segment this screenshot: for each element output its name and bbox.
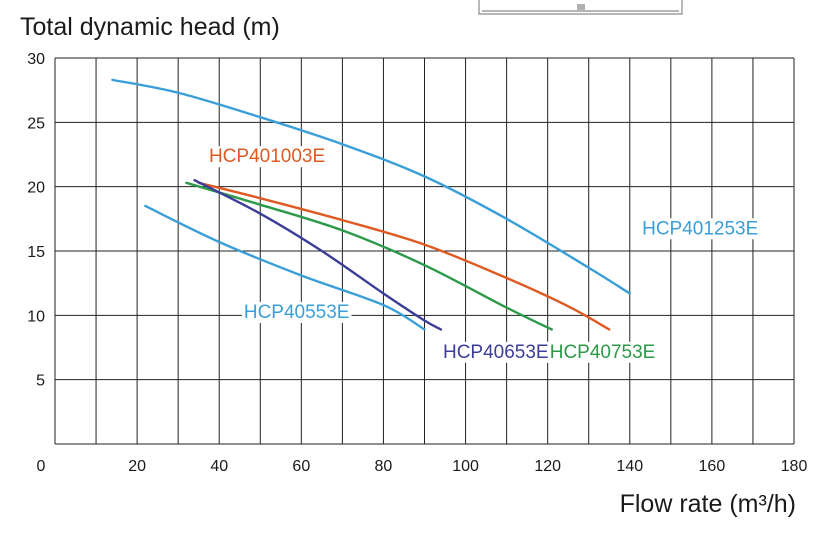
x-tick-label: 120 xyxy=(534,458,561,475)
grid xyxy=(54,57,795,445)
x-tick-label: 60 xyxy=(292,458,310,475)
cropped-graphic-decoration xyxy=(478,0,683,15)
series-label-text: HCP401003E xyxy=(209,146,325,167)
series-label-hcp401253e: HCP401253E xyxy=(640,218,761,240)
y-tick-label: 30 xyxy=(27,51,45,68)
cropped-graphic-mark xyxy=(577,4,585,10)
y-tick-label: 25 xyxy=(27,115,45,132)
y-tick-label: 5 xyxy=(36,373,45,390)
series-label-text: HCP401253E xyxy=(642,218,758,239)
x-tick-label: 20 xyxy=(128,458,146,475)
series-label-hcp40653e: HCP40653E xyxy=(440,341,551,363)
x-tick-label: 180 xyxy=(781,458,808,475)
series-label-text: HCP40653E xyxy=(443,342,549,363)
series-label-hcp40753e: HCP40753E xyxy=(547,341,658,363)
y-tick-label: 10 xyxy=(27,308,45,325)
x-tick-label: 80 xyxy=(375,458,393,475)
series-label-text: HCP40553E xyxy=(244,302,350,323)
x-axis-title: Flow rate (m³/h) xyxy=(620,490,796,518)
y-tick-label: 20 xyxy=(27,180,45,197)
x-tick-label: 100 xyxy=(452,458,479,475)
series-label-backing xyxy=(241,301,352,323)
series-label-backing xyxy=(547,341,658,363)
series-label-backing xyxy=(440,341,551,363)
tick-labels: 0 20 40 60 80 100 120 140 160 180 5 10 15 20 25 30 xyxy=(27,51,807,475)
x-tick-label: 160 xyxy=(699,458,726,475)
x-tick-label: 40 xyxy=(210,458,228,475)
x-tick-label: 0 xyxy=(37,458,46,475)
series-line-hcp401003e xyxy=(197,181,611,331)
series-label-backing xyxy=(206,146,328,168)
y-axis-title: Total dynamic head (m) xyxy=(20,13,280,41)
series-line-hcp401253e xyxy=(111,78,631,295)
y-tick-label: 15 xyxy=(27,244,45,261)
series-line-hcp40553e xyxy=(144,204,426,331)
series-label-hcp401003e: HCP401003E xyxy=(206,146,328,168)
x-tick-label: 140 xyxy=(616,458,643,475)
curves xyxy=(111,78,631,331)
series-label-text: HCP40753E xyxy=(550,342,656,363)
series-label-backing xyxy=(640,218,761,240)
series-label-hcp40553e: HCP40553E xyxy=(241,301,352,323)
series-line-hcp40753e xyxy=(185,181,553,331)
series-line-hcp40653e xyxy=(193,179,443,331)
